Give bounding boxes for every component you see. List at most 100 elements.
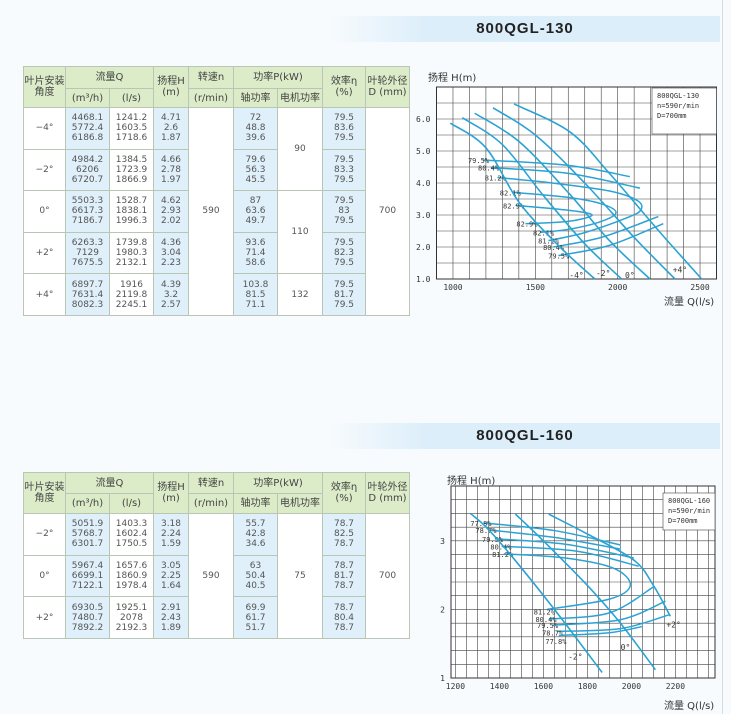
cell-value: 81.5 <box>245 289 266 300</box>
cell-value: 5051.9 <box>71 519 104 530</box>
cell-value: 1739.8 <box>115 238 148 249</box>
cell-value: 83.6 <box>333 123 355 134</box>
flow-m3h-cell: 4468.1 5772.4 6186.8 <box>65 107 110 150</box>
head-cell: 2.91 2.43 1.89 <box>153 596 189 640</box>
cell-value: 79.6 <box>245 154 266 165</box>
plot-frame <box>436 86 717 280</box>
efficiency-label: 78.7% <box>475 527 497 535</box>
header-flow-ls: (l/s) <box>109 88 154 108</box>
y-tick-label: 5.0 <box>416 147 431 156</box>
efficiency-label: 80.4% <box>543 244 565 252</box>
head-flow-curve <box>469 512 603 673</box>
efficiency-label: 81.2% <box>534 608 556 616</box>
header-angle: 叶片安装角度 <box>23 66 66 108</box>
diameter-cell: 700 <box>365 512 411 640</box>
flow-ls-cell: 1403.3 1602.4 1750.5 <box>109 513 154 556</box>
cell-value: 79.5 <box>333 113 355 124</box>
cell-value: 45.5 <box>245 174 266 185</box>
header-row: 叶片安装角度 流量Q 扬程H (m) 转速n 功率P(kW) 效率η (%) 叶轮外径D (… <box>23 66 411 108</box>
cell-value: 63 <box>249 561 262 572</box>
efficiency-label: 80.4% <box>490 543 512 551</box>
head-cell: 4.39 3.2 2.57 <box>153 273 189 316</box>
header-diameter: 叶轮外径D (mm) <box>365 472 411 514</box>
legend-text: D=700mm <box>657 112 687 120</box>
cell-value: 7129 <box>76 248 99 259</box>
efficiency-label: 81.2% <box>538 238 560 246</box>
cell-value: 1602.4 <box>115 529 148 540</box>
header-motor-power: 电机功率 <box>276 88 324 108</box>
cell-value: 78.7 <box>333 622 355 633</box>
cell-value: 80.4 <box>333 612 355 623</box>
header-speed-unit: (r/min) <box>188 88 234 108</box>
motor-power-cell: 90 <box>276 106 324 192</box>
cell-value: 1718.6 <box>115 133 148 144</box>
cell-value: 79.5 <box>333 133 355 144</box>
motor-power-cell: 132 <box>276 273 324 316</box>
cell-value: 1750.5 <box>115 539 148 550</box>
cell-value: 1.97 <box>160 174 182 185</box>
cell-value: 48.8 <box>245 123 266 134</box>
legend-box <box>651 87 717 135</box>
model-title: 800QGL-160 <box>476 427 574 444</box>
cell-value: 4.66 <box>160 154 182 165</box>
efficiency-label: 79.5% <box>468 157 490 165</box>
cell-value: 71.4 <box>245 248 266 259</box>
cell-value: 1603.5 <box>115 123 148 134</box>
diameter-cell: 700 <box>365 107 411 316</box>
head-flow-curve <box>548 513 672 617</box>
x-tick-label: 2000 <box>608 283 627 292</box>
y-tick-label: 4.0 <box>416 179 431 188</box>
efficiency-cell: 78.7 82.5 78.7 <box>322 513 367 556</box>
efficiency-cell: 78.7 80.4 78.7 <box>322 596 367 640</box>
cell-value: 56.3 <box>245 164 266 175</box>
flow-m3h-cell: 6930.5 7480.7 7892.2 <box>65 596 110 640</box>
cell-value: 8082.3 <box>71 299 104 310</box>
cell-value: 58.6 <box>245 258 266 269</box>
cell-value: 4.71 <box>160 113 182 124</box>
cell-value: 82.3 <box>333 248 355 259</box>
x-tick-label: 1600 <box>534 682 553 691</box>
efficiency-label: 80.4% <box>478 165 500 173</box>
spec-table-800qgl-130: 叶片安装角度 流量Q 扬程H (m) 转速n 功率P(kW) 效率η (%) 叶轮外径D (… <box>23 66 411 316</box>
x-tick-label: 1400 <box>490 682 509 691</box>
cell-value: 1916 <box>120 279 143 290</box>
efficiency-label: 81.2% <box>492 551 514 559</box>
header-row: 叶片安装角度 流量Q 扬程H (m) 转速n 功率P(kW) 效率η (%) 叶轮外径D (… <box>23 472 411 514</box>
x-tick-label: 2000 <box>622 682 641 691</box>
cell-value: 79.5 <box>333 216 355 227</box>
legend-text: n=590r/min <box>668 507 710 515</box>
y-tick-label: 3.0 <box>416 211 431 220</box>
cell-value: 1241.2 <box>115 113 148 124</box>
blade-angle-label: +4° <box>673 266 687 275</box>
x-tick-label: 1200 <box>446 682 465 691</box>
x-tick-label: 1800 <box>578 682 597 691</box>
table-row-group: −2° 4984.2 6206 6720.7 1384.5 1723.9 1866.9 4.6… <box>23 148 410 192</box>
header-speed: 转速n <box>188 66 234 89</box>
efficiency-label: 77.8% <box>470 520 492 528</box>
shaft-power-cell: 63 50.4 40.5 <box>233 554 278 598</box>
cell-value: 6206 <box>76 164 99 175</box>
cell-value: 4.36 <box>160 238 182 249</box>
model-title: 800QGL-130 <box>476 20 574 37</box>
flow-m3h-cell: 5967.4 6699.1 7122.1 <box>65 554 110 598</box>
cell-value: 1860.9 <box>115 571 148 582</box>
cell-value: 1.59 <box>160 539 182 550</box>
cell-value: 1384.5 <box>115 154 148 165</box>
cell-value: 79.5 <box>333 154 355 165</box>
cell-value: 6930.5 <box>71 602 104 613</box>
cell-value: 1978.4 <box>115 581 148 592</box>
efficiency-label: 78.7% <box>542 630 564 638</box>
cell-value: 87 <box>249 196 262 207</box>
flow-ls-cell: 1916 2119.8 2245.1 <box>109 273 154 316</box>
y-tick-label: 1 <box>440 674 445 683</box>
efficiency-curve <box>512 191 617 234</box>
cell-value: 71.1 <box>245 299 266 310</box>
cell-value: 79.5 <box>333 299 355 310</box>
header-angle: 叶片安装角度 <box>23 472 66 514</box>
cell-value: 93.6 <box>245 238 266 249</box>
cell-value: 79.5 <box>333 196 355 207</box>
table-row-group: +2° 6263.3 7129 7675.5 1739.8 1980.3 2132.1 4.3… <box>23 231 410 275</box>
blade-angle-label: +2° <box>666 621 680 630</box>
cell-value: 1723.9 <box>115 164 148 175</box>
